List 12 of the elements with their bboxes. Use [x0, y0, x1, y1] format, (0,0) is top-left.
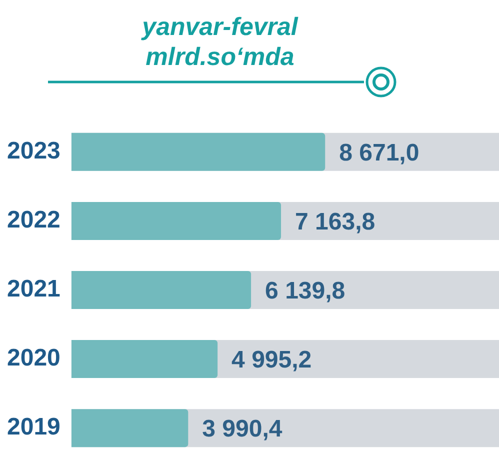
data-label: 8 671,0 [339, 140, 420, 167]
data-label: 7 163,8 [295, 208, 376, 236]
y-tick-label: 2019 [7, 414, 60, 441]
y-tick-label: 2022 [7, 206, 60, 234]
bar [71, 409, 188, 448]
y-tick-label: 2023 [7, 138, 60, 165]
data-label: 3 990,4 [202, 416, 283, 443]
y-tick-label: 2021 [7, 276, 60, 303]
data-label: 6 139,8 [265, 278, 346, 305]
y-tick-label: 2020 [7, 344, 60, 372]
chart-title: yanvar-fevral mlrd.so‘mda [140, 12, 300, 72]
data-label: 4 995,2 [232, 346, 312, 374]
